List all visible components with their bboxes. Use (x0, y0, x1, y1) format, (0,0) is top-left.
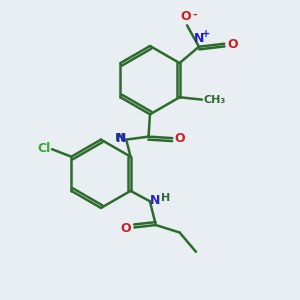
Text: -: - (192, 9, 197, 20)
Text: N: N (150, 194, 160, 207)
Text: O: O (175, 132, 185, 145)
Text: H: H (161, 193, 170, 203)
Text: O: O (227, 38, 238, 51)
Text: CH₃: CH₃ (203, 94, 226, 105)
Text: N: N (194, 32, 204, 45)
Text: O: O (121, 221, 131, 235)
Text: H: H (115, 133, 124, 143)
Text: Cl: Cl (37, 142, 51, 154)
Text: N: N (116, 132, 126, 145)
Text: O: O (180, 10, 191, 23)
Text: +: + (202, 29, 210, 39)
